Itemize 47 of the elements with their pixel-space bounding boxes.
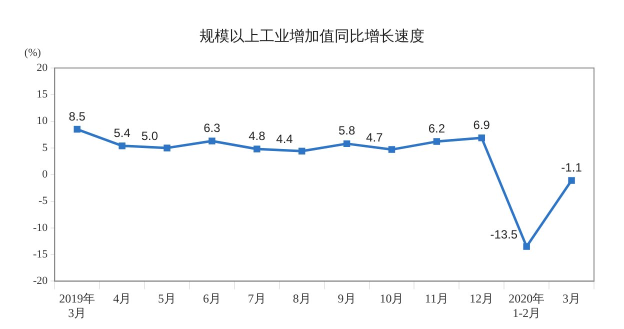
x-tick-label: 2020年 1-2月 bbox=[508, 292, 545, 320]
data-label: 6.3 bbox=[204, 121, 221, 136]
x-tick-label: 2019年 3月 bbox=[59, 292, 96, 320]
y-tick-label: 15 bbox=[36, 88, 48, 101]
x-tick-label: 6月 bbox=[202, 292, 221, 306]
chart-title: 规模以上工业增加值同比增长速度 bbox=[200, 28, 424, 46]
point bbox=[74, 126, 81, 133]
x-tick-label: 8月 bbox=[292, 292, 311, 306]
data-label: 5.4 bbox=[114, 126, 131, 140]
x-tick-label: 5月 bbox=[158, 292, 176, 306]
y-axis-title: (%) bbox=[24, 47, 42, 59]
data-label: 5.8 bbox=[338, 124, 356, 138]
x-tick-label: 3月 bbox=[562, 292, 581, 306]
data-label: 4.8 bbox=[248, 129, 266, 144]
point bbox=[298, 148, 306, 155]
point bbox=[568, 177, 575, 184]
data-label: 6.2 bbox=[428, 122, 446, 136]
y-tick-label: -20 bbox=[32, 275, 48, 288]
y-tick-label: 0 bbox=[42, 168, 48, 180]
point bbox=[388, 146, 396, 153]
data-label: 8.5 bbox=[68, 109, 86, 124]
point bbox=[478, 134, 486, 142]
point bbox=[208, 138, 216, 144]
data-label: -13.5 bbox=[490, 228, 518, 242]
y-tick-label: 20 bbox=[36, 62, 48, 74]
point bbox=[433, 138, 440, 145]
x-tick-label: 12月 bbox=[470, 292, 494, 306]
y-tick-label: -5 bbox=[38, 195, 48, 208]
point bbox=[164, 144, 170, 152]
data-label: 6.9 bbox=[473, 118, 490, 132]
x-tick-label: 9月 bbox=[338, 292, 356, 306]
y-tick-label: -15 bbox=[32, 248, 48, 260]
y-tick-label: 10 bbox=[36, 115, 48, 128]
x-tick-label: 11月 bbox=[424, 292, 448, 306]
data-label: 4.7 bbox=[366, 130, 384, 145]
data-label: 5.0 bbox=[141, 128, 158, 143]
point bbox=[118, 142, 126, 150]
x-tick-label: 7月 bbox=[248, 292, 266, 306]
data-label: -1.1 bbox=[561, 160, 582, 174]
point bbox=[343, 140, 350, 148]
y-tick-label: -10 bbox=[32, 222, 48, 234]
data-label: 4.4 bbox=[276, 132, 294, 146]
x-tick-label: 10月 bbox=[380, 292, 404, 306]
x-tick-label: 4月 bbox=[113, 292, 132, 306]
y-tick-label: 5 bbox=[42, 142, 48, 154]
point bbox=[523, 243, 530, 250]
point bbox=[254, 146, 260, 152]
